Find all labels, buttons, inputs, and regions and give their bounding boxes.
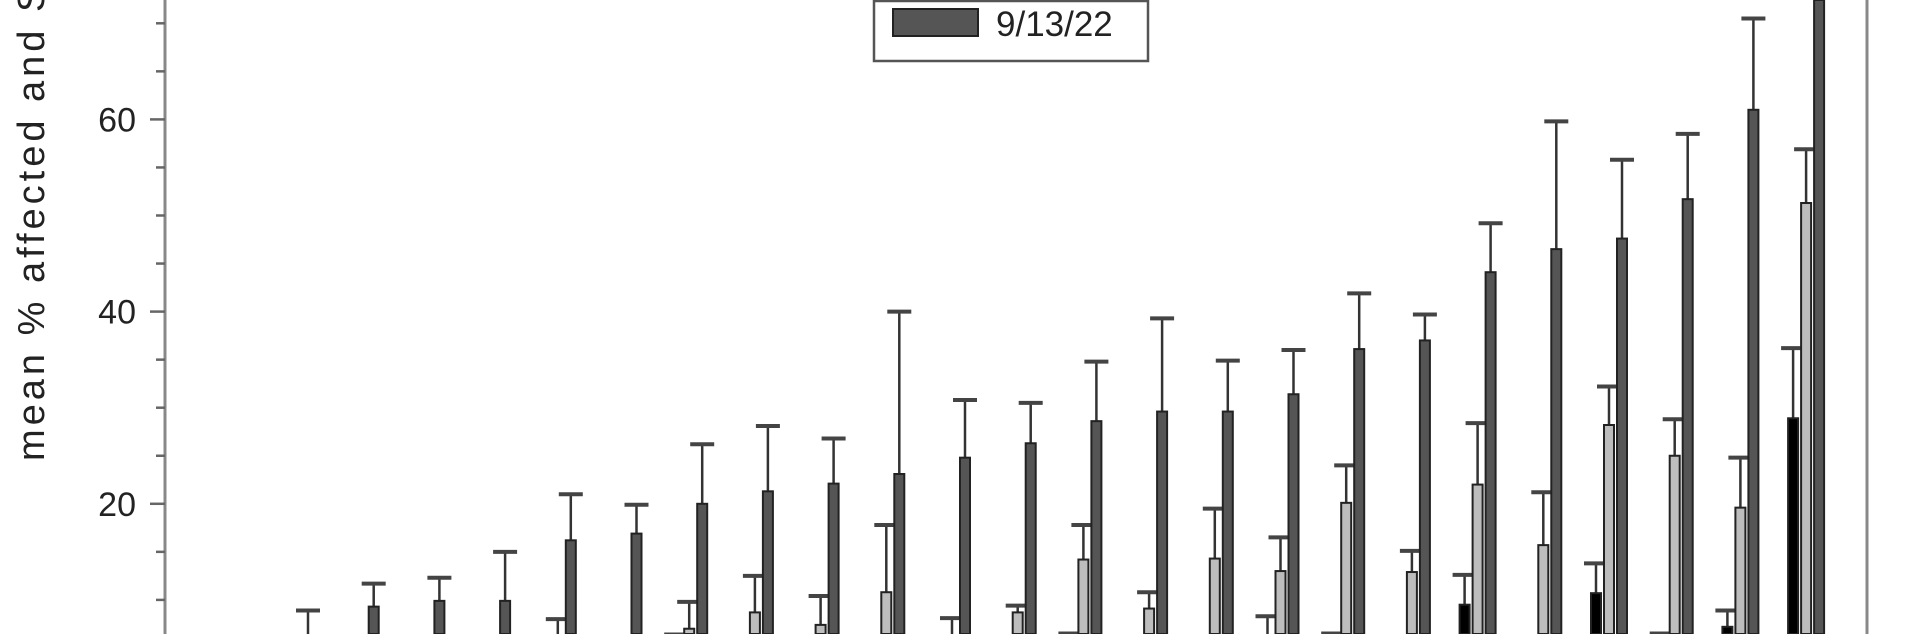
bar-series-3-group-16	[1287, 393, 1300, 634]
bar-series-2-group-23	[1734, 506, 1747, 634]
bar-series-2-group-18	[1405, 571, 1418, 634]
bar-series-1-group-23	[1721, 625, 1734, 634]
y-tick-label: 20	[98, 486, 136, 524]
bar-series-3-group-18	[1418, 339, 1431, 634]
bar-series-3-group-21	[1616, 237, 1628, 634]
legend-swatch-9-13-22	[892, 8, 979, 37]
bar-series-2-group-7	[683, 627, 696, 634]
legend-label-9-13-22: 9/13/22	[996, 5, 1113, 44]
bar-series-2-group-22	[1668, 454, 1681, 634]
bar-series-3-group-6	[630, 532, 643, 634]
bar-series-3-group-17	[1353, 348, 1366, 634]
bar-series-3-group-15	[1221, 410, 1234, 634]
y-axis-label: mean % affected and SE	[11, 0, 53, 461]
bar-series-3-group-22	[1681, 198, 1694, 634]
y-tick-label: 60	[98, 101, 136, 139]
bar-series-3-group-12	[1024, 442, 1037, 634]
bar-series-2-group-24	[1800, 202, 1813, 634]
bar-series-3-group-8	[761, 490, 774, 634]
bar-series-2-group-20	[1537, 544, 1550, 634]
bar-series-2-group-10	[880, 591, 893, 634]
bar-series-1-group-19	[1458, 603, 1471, 634]
bar-series-3-group-7	[696, 502, 709, 634]
bar-series-2-group-19	[1471, 483, 1484, 634]
bar-series-3-group-24	[1813, 0, 1826, 634]
bar-series-2-group-14	[1143, 607, 1156, 634]
bar-series-2-group-15	[1208, 557, 1221, 634]
bar-series-3-group-20	[1550, 248, 1563, 634]
bar-series-2-group-8	[748, 611, 761, 634]
bar-series-2-group-17	[1340, 501, 1353, 634]
bar-series-3-group-11	[959, 456, 971, 634]
y-axis: 20 40 60	[98, 0, 167, 634]
y-tick-label: 40	[98, 294, 136, 332]
bar-series-3-group-14	[1156, 410, 1169, 634]
bar-series-3-group-23	[1747, 108, 1760, 634]
bar-series-3-group-13	[1090, 420, 1103, 634]
bar-series-2-group-13	[1077, 558, 1090, 634]
bar-series-1-group-21	[1590, 592, 1602, 634]
bar-series-2-group-16	[1274, 570, 1287, 634]
bar-series-3-group-9	[827, 482, 840, 634]
bar-series-3-group-2	[367, 605, 380, 634]
bar-series-3-group-19	[1484, 271, 1497, 634]
bar-series-2-group-9	[814, 623, 827, 634]
bar-series-2-group-21	[1603, 423, 1615, 634]
bar-series-1-group-24	[1787, 417, 1800, 634]
bars	[296, 0, 1826, 634]
bar-series-3-group-4	[499, 599, 512, 634]
bar-series-3-group-10	[893, 473, 906, 634]
bar-series-2-group-12	[1011, 611, 1024, 634]
bar-series-3-group-3	[433, 599, 446, 634]
bar-series-3-group-5	[564, 539, 577, 634]
legend: 9/13/22	[872, 0, 1150, 63]
